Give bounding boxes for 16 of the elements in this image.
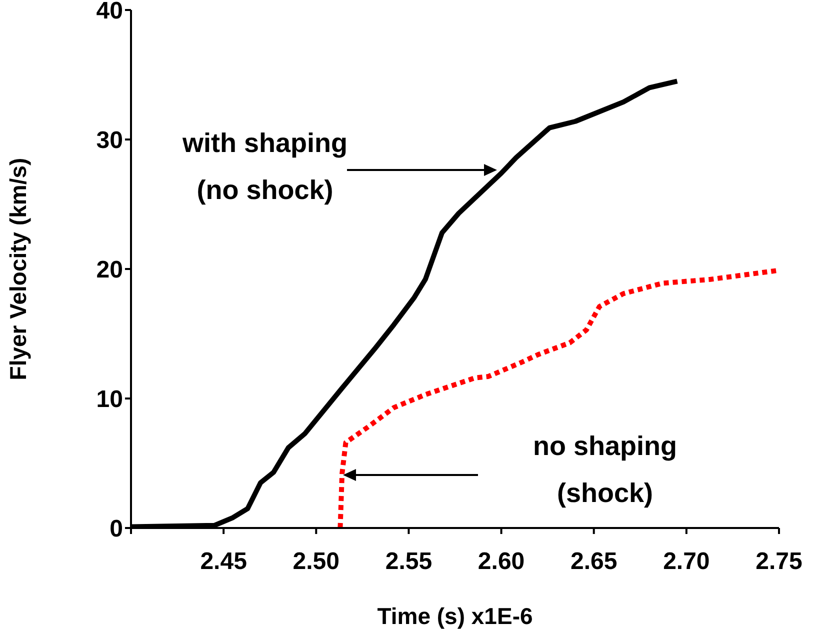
annotation: no shaping (shock)	[533, 431, 677, 508]
x-tick-label: 2.55	[385, 548, 432, 576]
y-tick-label: 0	[110, 516, 123, 543]
y-tick-label: 30	[96, 127, 123, 154]
x-tick-label: 2.60	[478, 548, 525, 576]
y-tick-label: 40	[96, 0, 123, 25]
x-tick-label: 2.75	[756, 548, 802, 576]
annotation: with shaping (no shock)	[182, 128, 348, 205]
x-tick-label: 2.70	[663, 548, 710, 576]
y-tick-label: 20	[96, 256, 123, 284]
x-tick-label: 2.45	[200, 548, 247, 576]
x-tick-label: 2.50	[292, 548, 340, 576]
x-axis-title: Time (s) x1E-6	[377, 603, 533, 629]
y-axis-title: Flyer Velocity (km/s)	[5, 158, 32, 380]
y-tick-label: 10	[96, 386, 123, 414]
x-tick-label: 2.65	[570, 548, 618, 576]
